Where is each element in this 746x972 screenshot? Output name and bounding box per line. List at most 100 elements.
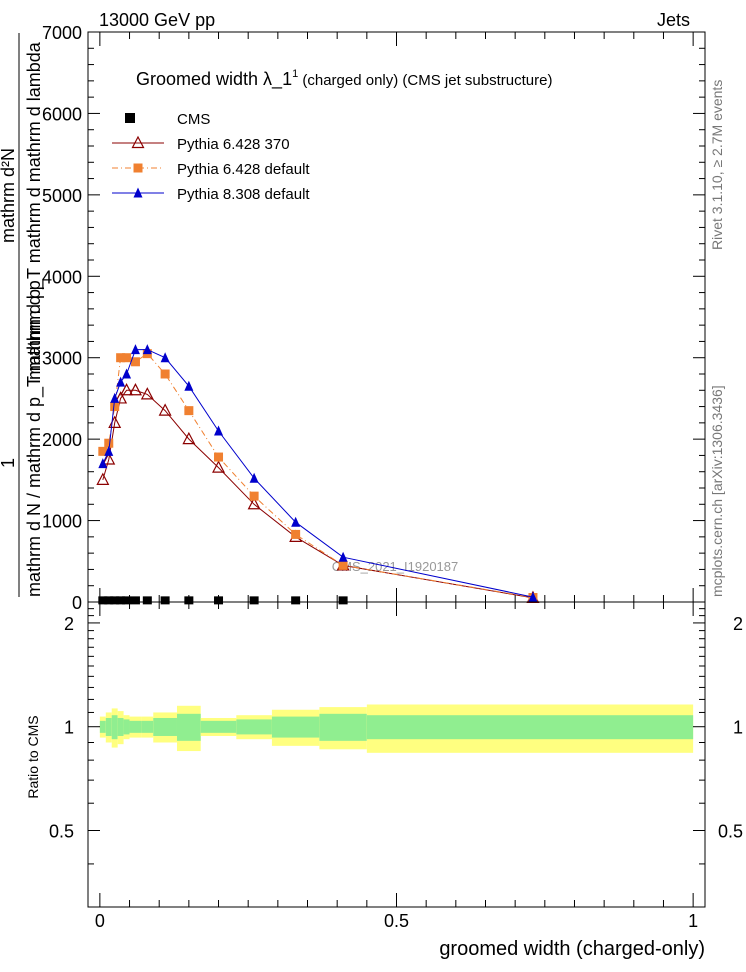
chart-title-tail: (charged only) (CMS jet substructure) <box>298 72 552 89</box>
legend-item: Pythia 6.428 370 <box>112 135 290 153</box>
uncertainty-band-inner <box>111 715 118 740</box>
series-line <box>102 352 534 598</box>
data-point <box>338 551 348 562</box>
ratio-y-tick-label-left: 2 <box>64 614 74 634</box>
main-plot-panel: 0 1000 2000 3000 4000 5000 6000 7000 CMS_2021_I… <box>0 23 706 613</box>
data-point <box>96 472 110 485</box>
ratio-bands <box>99 704 694 753</box>
header-right-label: Jets <box>657 10 690 30</box>
x-tick-label: 1 <box>688 911 698 931</box>
chart-title: Groomed width λ_11 (charged only) (CMS j… <box>136 68 552 90</box>
uncertainty-band-inner <box>200 720 237 733</box>
uncertainty-band-inner <box>319 713 367 741</box>
data-point <box>338 596 348 605</box>
data-point <box>212 460 226 473</box>
uncertainty-band-inner <box>153 717 177 736</box>
uncertainty-band-inner <box>271 716 320 738</box>
y-tick-label: 5000 <box>42 186 82 206</box>
main-ticks <box>88 31 705 603</box>
ratio-y-tick-label-right: 1 <box>733 718 743 738</box>
data-point <box>160 596 170 605</box>
series-line <box>102 389 534 599</box>
main-y-tick-labels: 0 1000 2000 3000 4000 5000 6000 7000 <box>42 23 82 613</box>
data-point <box>184 596 194 605</box>
legend-marker <box>125 113 135 123</box>
y-tick-label: 3000 <box>42 349 82 369</box>
data-point <box>184 406 194 416</box>
data-point <box>122 368 132 379</box>
data-point <box>120 382 134 396</box>
data-point <box>291 516 301 527</box>
data-point <box>249 596 259 605</box>
uncertainty-band-inner <box>129 720 142 733</box>
data-point <box>110 402 120 412</box>
main-series <box>96 344 540 605</box>
data-point <box>214 452 224 462</box>
ratio-y-tick-labels: 0.5 0.5 1 1 2 2 <box>49 614 743 842</box>
data-point <box>110 392 120 403</box>
watermark: CMS_2021_I1920187 <box>332 559 459 574</box>
x-tick-label: 0.5 <box>384 911 409 931</box>
data-point <box>214 425 224 436</box>
series-2 <box>98 349 538 603</box>
y-axis-label-factor: 1 <box>0 458 18 468</box>
data-point <box>130 596 140 605</box>
data-point <box>116 353 126 363</box>
legend-label: CMS <box>177 111 210 128</box>
legend-item: CMS <box>125 111 210 128</box>
data-point <box>114 391 128 404</box>
uncertainty-band-inner <box>99 720 106 733</box>
ratio-y-tick-label-left: 1 <box>64 718 74 738</box>
data-point <box>98 596 108 605</box>
data-point <box>160 369 170 379</box>
data-point <box>291 596 301 605</box>
legend-item: Pythia 8.308 default <box>112 186 310 203</box>
data-point <box>116 376 126 387</box>
data-point <box>122 353 132 363</box>
rivet-label: Rivet 3.1.10, ≥ 2.7M events <box>709 80 725 250</box>
uncertainty-band-inner <box>117 717 124 736</box>
data-point <box>98 458 108 469</box>
x-axis-label: groomed width (charged-only) <box>439 938 705 960</box>
data-point <box>140 387 154 400</box>
ratio-y-tick-label-left: 0.5 <box>49 822 74 842</box>
y-tick-label: 2000 <box>42 430 82 450</box>
legend-marker <box>133 187 143 198</box>
data-point <box>247 496 261 510</box>
series-1 <box>96 382 540 604</box>
data-point <box>128 382 142 396</box>
data-point <box>104 438 114 448</box>
legend-marker <box>133 163 143 173</box>
y-tick-label: 1000 <box>42 512 82 532</box>
series-line <box>102 349 534 598</box>
ratio-frame <box>87 601 706 908</box>
source-label: mcplots.cern.ch [arXiv:1306.3436] <box>709 385 725 597</box>
data-point <box>102 452 116 465</box>
legend-label: Pythia 6.428 default <box>177 161 310 178</box>
data-point <box>184 380 194 391</box>
data-point <box>98 446 108 456</box>
y-axis-label-denominator: mathrm d p_T mathrm d mathrm d lambda <box>24 41 45 380</box>
y-axis-label-numerator: mathrm d²N <box>0 148 18 243</box>
data-point <box>104 445 114 456</box>
header-left-label: 13000 GeV pp <box>99 10 215 30</box>
data-point <box>122 596 132 605</box>
y-tick-label: 7000 <box>42 23 82 43</box>
ratio-y-tick-label-right: 0.5 <box>718 822 743 842</box>
data-point <box>104 596 114 605</box>
data-point <box>160 352 170 363</box>
chart-title-main: Groomed width λ_1 <box>136 69 292 90</box>
ratio-plot-panel: 0.5 0.51 12 2 0 0.5 1 Ratio to CMS groomed wi… <box>25 601 743 960</box>
x-tick-label: 0 <box>95 911 105 931</box>
ratio-y-tick-label-right: 2 <box>733 614 743 634</box>
legend-label: Pythia 8.308 default <box>177 186 310 203</box>
x-tick-labels: 0 0.5 1 <box>95 911 698 931</box>
data-point <box>130 344 140 355</box>
data-point <box>110 596 120 605</box>
series-0 <box>98 596 348 605</box>
data-point <box>116 596 126 605</box>
data-point <box>338 560 348 570</box>
series-3 <box>98 344 538 602</box>
legend-marker <box>131 135 145 149</box>
